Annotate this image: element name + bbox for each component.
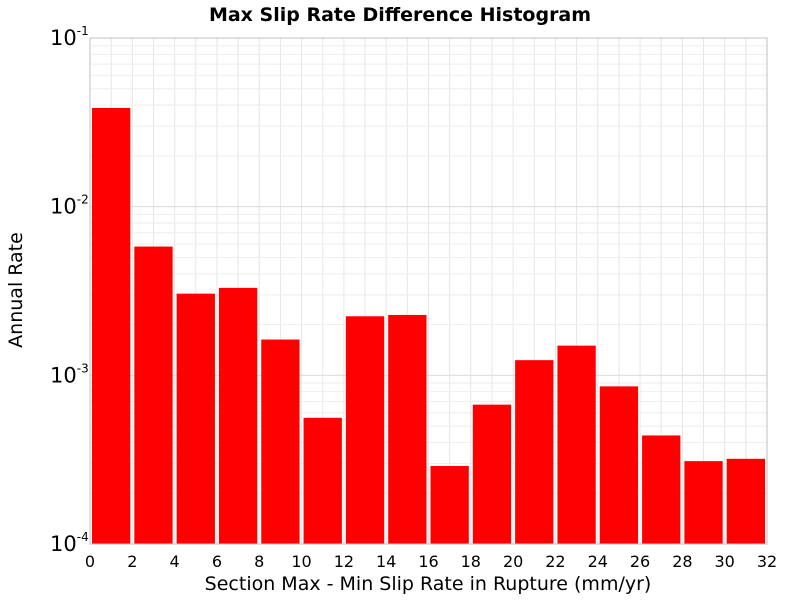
x-tick-label: 26 <box>630 552 650 571</box>
plot-border <box>89 37 768 545</box>
y-tick-label: 10-4 <box>50 530 89 556</box>
x-tick-label: 18 <box>461 552 481 571</box>
bar <box>430 466 469 544</box>
y-tick-label: 10-2 <box>50 193 89 219</box>
bar <box>684 461 723 544</box>
chart-title: Max Slip Rate Difference Histogram <box>209 4 591 26</box>
bar <box>472 404 512 544</box>
y-tick-label: 10-1 <box>50 24 89 50</box>
bars <box>92 107 765 545</box>
bar <box>599 386 639 544</box>
bar <box>557 345 596 544</box>
x-tick-label: 22 <box>545 552 565 571</box>
x-tick-label: 4 <box>170 552 180 571</box>
bar <box>388 314 427 544</box>
bar <box>726 458 765 544</box>
x-tick-label: 30 <box>715 552 735 571</box>
x-axis-label: Section Max - Min Slip Rate in Rupture (… <box>205 573 652 595</box>
y-axis-label: Annual Rate <box>5 232 27 348</box>
x-tick-label: 6 <box>212 552 222 571</box>
bar <box>642 435 681 544</box>
bar <box>176 293 215 544</box>
x-tick-label: 24 <box>588 552 608 571</box>
bar <box>134 246 173 544</box>
bar <box>303 417 342 544</box>
bar <box>261 339 300 544</box>
x-tick-label: 2 <box>127 552 137 571</box>
bar <box>345 316 385 544</box>
bar <box>218 287 258 544</box>
x-axis-ticks: 0 2 4 6 8 10 12 14 16 18 20 22 24 26 28 30 32 <box>85 552 777 571</box>
x-tick-label: 12 <box>334 552 354 571</box>
x-tick-label: 8 <box>254 552 264 571</box>
x-tick-label: 14 <box>376 552 396 571</box>
x-tick-label: 0 <box>85 552 95 571</box>
x-tick-label: 28 <box>672 552 692 571</box>
x-tick-label: 20 <box>503 552 523 571</box>
x-tick-label: 16 <box>418 552 438 571</box>
bar <box>92 107 131 545</box>
x-tick-label: 10 <box>291 552 311 571</box>
x-tick-label: 32 <box>757 552 777 571</box>
bar <box>515 360 554 544</box>
y-axis-ticks: 10-4 10-3 10-2 10-1 <box>50 24 89 556</box>
y-tick-label: 10-3 <box>50 361 89 387</box>
